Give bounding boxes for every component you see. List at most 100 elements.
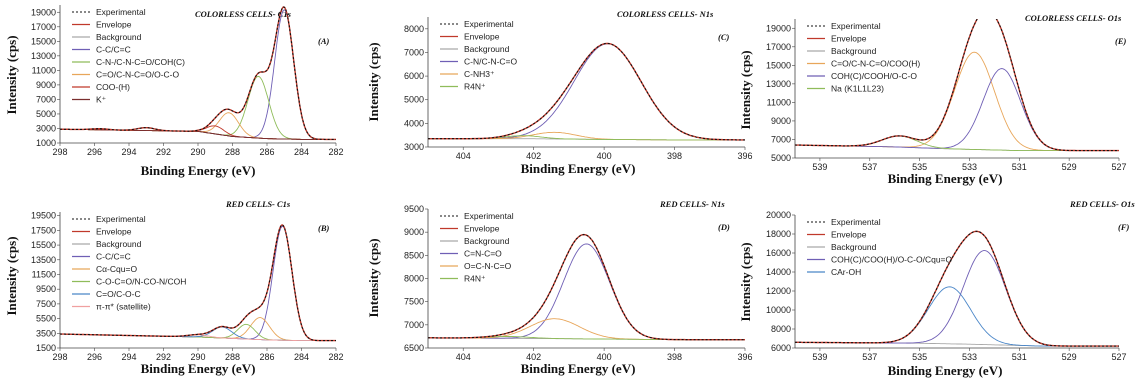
x-tick-label: 533 <box>962 352 977 362</box>
y-tick-label: 7000 <box>36 94 56 104</box>
plot-area <box>795 230 1119 347</box>
y-tick-label: 20000 <box>766 210 791 220</box>
panel-label: (F) <box>1118 222 1130 232</box>
legend-entry: CAr-OH <box>831 267 861 277</box>
panel-d: RED CELLS- N1s (D) Binding Energy (eV) I… <box>366 199 753 376</box>
x-tick-label: 290 <box>190 352 205 362</box>
x-tick-label: 294 <box>121 352 136 362</box>
x-axis-title: Binding Energy (eV) <box>521 161 636 176</box>
panel-label: (E) <box>1115 36 1127 46</box>
legend-entry: Experimental <box>96 7 146 17</box>
x-tick-label: 288 <box>225 352 240 362</box>
x-tick-label: 284 <box>294 352 309 362</box>
legend-entry: C-C/C=C <box>96 45 131 55</box>
y-tick-label: 19500 <box>31 211 56 221</box>
x-tick-label: 404 <box>456 352 471 362</box>
legend-entry: C=O/C-N-C=O/COO(H) <box>831 59 920 69</box>
legend-entry: Experimental <box>831 217 881 227</box>
series-component <box>60 125 336 140</box>
y-tick-label: 8500 <box>404 250 424 260</box>
x-tick-label: 402 <box>526 151 541 161</box>
y-tick-label: 11000 <box>32 65 56 75</box>
y-tick-label: 7000 <box>404 47 424 57</box>
legend-entry: C-C/C=C <box>96 252 131 262</box>
y-tick-label: 3000 <box>36 123 56 133</box>
x-tick-label: 286 <box>259 352 274 362</box>
y-tick-label: 5000 <box>404 95 424 105</box>
x-tick-label: 535 <box>912 162 927 172</box>
x-tick-label: 531 <box>1012 162 1027 172</box>
y-tick-label: 17500 <box>31 225 56 235</box>
y-tick-label: 7000 <box>771 134 791 144</box>
legend-entry: Background <box>96 239 142 249</box>
y-axis-title: Intensity (cps) <box>366 42 381 121</box>
x-tick-label: 286 <box>259 147 274 157</box>
x-tick-label: 292 <box>156 352 171 362</box>
plot-area <box>428 42 745 141</box>
panel-a: COLORLESS CELLS- C1s (A) Binding Energy … <box>4 5 344 178</box>
y-tick-label: 10000 <box>766 305 791 315</box>
legend-entry: C=O/C-N-C=O/O-C-O <box>96 70 180 80</box>
x-tick-label: 398 <box>667 352 682 362</box>
y-axis-title: Intensity (cps) <box>366 238 381 317</box>
x-tick-label: 296 <box>87 147 102 157</box>
x-tick-label: 292 <box>156 147 171 157</box>
y-tick-label: 19000 <box>31 7 56 17</box>
x-tick-label: 531 <box>1012 352 1027 362</box>
legend-entry: COO-(H) <box>96 82 130 92</box>
y-tick-label: 13000 <box>31 51 56 61</box>
x-tick-label: 298 <box>52 147 67 157</box>
series-component <box>60 323 336 342</box>
series-experimental <box>428 42 745 141</box>
legend-entry: Experimental <box>831 21 881 31</box>
x-tick-label: 529 <box>1062 162 1077 172</box>
y-tick-label: 6500 <box>404 343 424 353</box>
legend-entry: Envelope <box>464 32 500 42</box>
legend-entry: Cα-Cqu=O <box>96 264 137 274</box>
y-tick-label: 1500 <box>36 343 56 353</box>
panel-label: (B) <box>318 223 330 233</box>
plot-area <box>428 233 745 341</box>
legend-entry: C-NH3⁺ <box>464 69 495 79</box>
series-experimental <box>60 224 336 342</box>
y-tick-label: 14000 <box>766 267 791 277</box>
legend-entry: Envelope <box>96 227 132 237</box>
y-tick-label: 5000 <box>36 109 56 119</box>
legend-entry: Envelope <box>831 230 867 240</box>
series-component <box>795 135 1119 152</box>
panel-label: (A) <box>318 36 330 46</box>
legend-entry: C-N/C-N-C=O <box>464 57 518 67</box>
y-tick-label: 1000 <box>36 138 56 148</box>
y-axis-title: Intensity (cps) <box>4 35 19 114</box>
x-tick-label: 535 <box>912 352 927 362</box>
series-component <box>60 112 336 140</box>
legend-entry: Background <box>96 32 142 42</box>
legend-entry: R4N⁺ <box>464 274 486 284</box>
legend-entry: Na (K1L1L23) <box>831 84 884 94</box>
y-tick-label: 15000 <box>766 60 791 70</box>
y-tick-label: 6000 <box>404 71 424 81</box>
x-tick-label: 533 <box>962 162 977 172</box>
panel-c: COLORLESS CELLS- N1s (C) Binding Energy … <box>366 9 753 176</box>
y-tick-label: 4000 <box>404 118 424 128</box>
legend-entry: Experimental <box>96 214 146 224</box>
y-tick-label: 17000 <box>766 42 791 52</box>
panel-title: RED CELLS- C1s <box>225 199 291 209</box>
y-tick-label: 9500 <box>404 204 424 214</box>
x-tick-label: 282 <box>328 147 343 157</box>
legend-entry: COH(C)/COO(H)/O-C-O/Cqu=O <box>831 255 953 265</box>
y-tick-label: 9000 <box>771 116 791 126</box>
x-tick-label: 529 <box>1062 352 1077 362</box>
panel-f: RED CELLS- O1s (F) Binding Energy (eV) I… <box>738 199 1135 378</box>
y-tick-label: 18000 <box>766 229 791 239</box>
y-tick-label: 3000 <box>404 142 424 152</box>
series-experimental <box>795 230 1119 347</box>
panel-label: (C) <box>718 32 730 42</box>
legend-entry: C-O-C=O/N-CO-N/COH <box>96 277 186 287</box>
plot-area <box>60 6 336 141</box>
legend-entry: Envelope <box>96 20 132 30</box>
y-axis-title: Intensity (cps) <box>738 50 753 129</box>
legend-entry: C-N-/C-N-C=O/COH(C) <box>96 57 185 67</box>
x-tick-label: 527 <box>1111 162 1126 172</box>
